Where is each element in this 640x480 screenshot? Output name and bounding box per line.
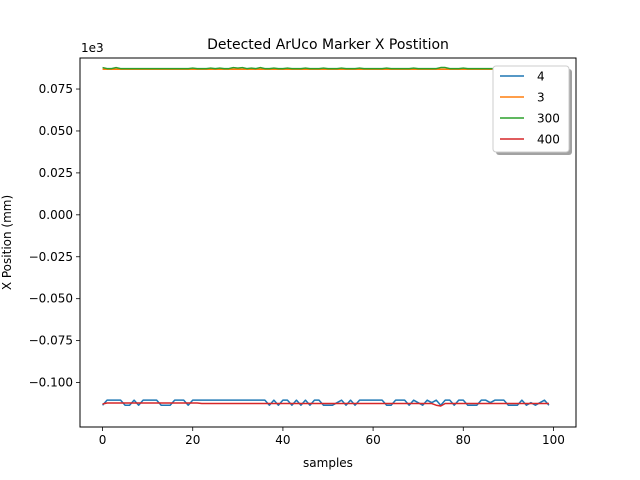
x-tick-label: 20 (185, 433, 200, 447)
x-axis: 0 20 40 60 80 100 (99, 427, 565, 447)
y-tick-label: 0.000 (39, 208, 73, 222)
chart-title: Detected ArUco Marker X Postition (207, 37, 449, 53)
x-axis-label: samples (303, 456, 353, 470)
x-tick-label: 80 (456, 433, 471, 447)
y-axis-label: X Position (mm) (0, 195, 14, 290)
plot-frame (79, 57, 577, 428)
y-axis: 0.075 0.050 0.025 0.000 −0.025 −0.050 −0.075 −0… (29, 82, 80, 390)
y-tick-label: 0.025 (39, 166, 73, 180)
y-tick-label: −0.050 (29, 292, 73, 306)
legend-label-300: 300 (537, 112, 560, 126)
y-tick-label: −0.025 (29, 250, 73, 264)
series-line-300 (102, 66, 549, 70)
legend: 4 3 300 400 (492, 65, 572, 155)
y-offset-label: 1e3 (81, 41, 104, 55)
x-tick-label: 0 (99, 433, 107, 447)
legend-box (492, 65, 570, 153)
series-layer (101, 66, 550, 407)
legend-label-400: 400 (537, 133, 560, 147)
x-tick-label: 100 (542, 433, 565, 447)
legend-label-4: 4 (537, 70, 545, 84)
y-tick-label: −0.075 (29, 334, 73, 348)
y-tick-label: −0.100 (29, 376, 73, 390)
x-tick-label: 60 (365, 433, 380, 447)
legend-label-3: 3 (537, 91, 545, 105)
x-tick-label: 40 (275, 433, 290, 447)
y-tick-label: 0.050 (39, 124, 73, 138)
y-tick-label: 0.075 (39, 82, 73, 96)
series-line-4 (101, 399, 550, 406)
series-line-400 (102, 402, 549, 407)
